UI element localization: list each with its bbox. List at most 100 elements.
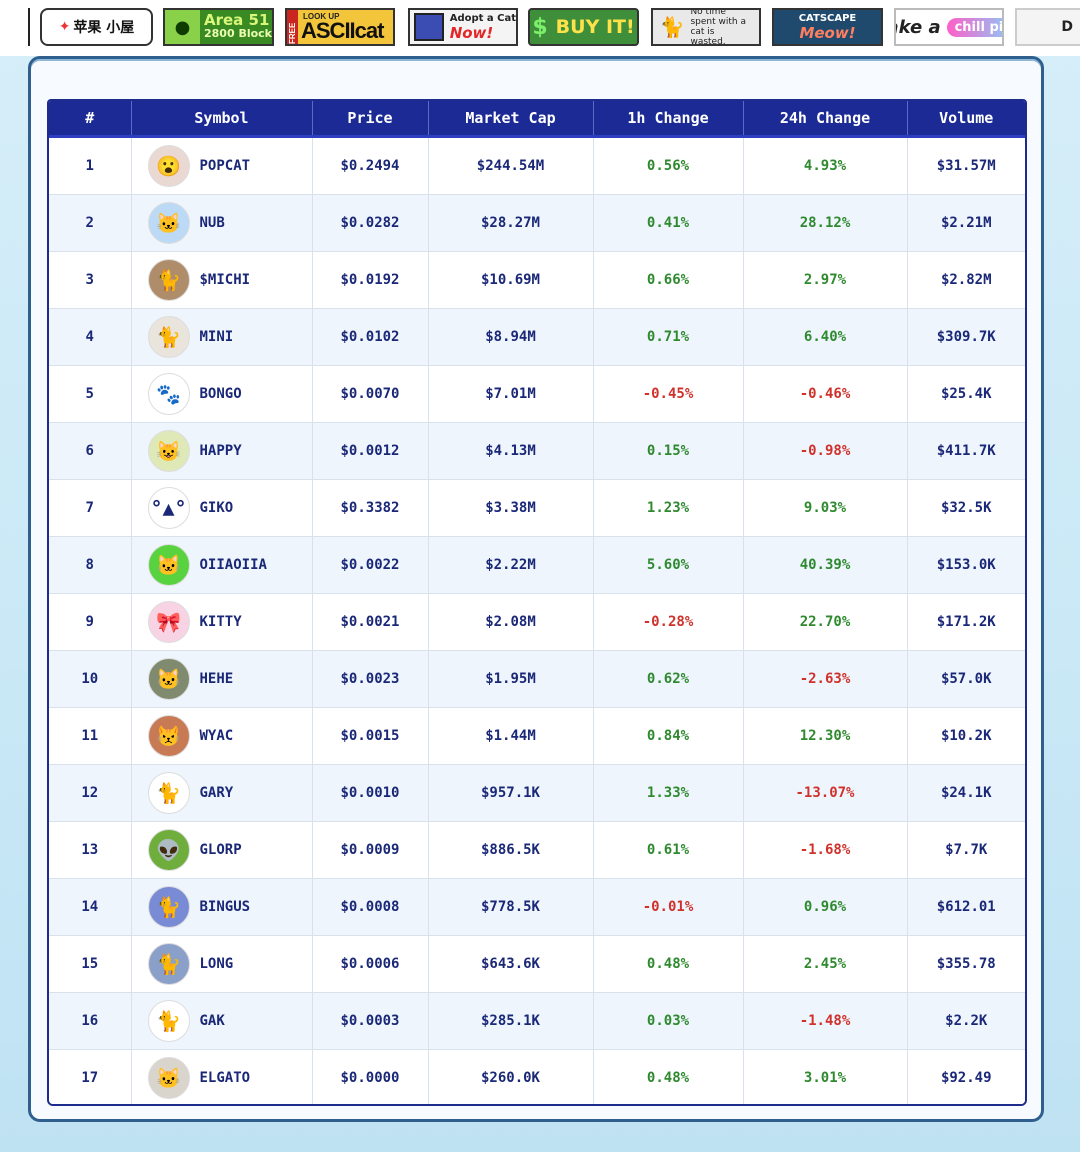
- table-row[interactable]: 7 °▲° GIKO $0.3382 $3.38M 1.23% 9.03% $32.5K: [49, 479, 1025, 537]
- banner-buy-it-text: BUY IT!: [555, 16, 635, 38]
- symbol-cell[interactable]: 🎀 KITTY: [131, 593, 313, 651]
- symbol-cell[interactable]: 🐈 GARY: [131, 764, 313, 822]
- banner-catscape-text: CATSCAPE: [798, 12, 857, 24]
- symbol-cell[interactable]: °▲° GIKO: [131, 479, 313, 537]
- change-1h-cell: 5.60%: [593, 536, 744, 594]
- change-1h-cell: 0.41%: [593, 194, 744, 252]
- gary-icon: 🐈: [147, 772, 190, 814]
- change-24h-cell: 9.03%: [743, 479, 908, 537]
- banner-buy-it[interactable]: $ BUY IT!: [528, 8, 639, 46]
- change-24h-cell: 6.40%: [743, 308, 908, 366]
- banner-chill-pill-text: take a: [896, 16, 941, 38]
- banner-ringo-koya-text: 苹果 小屋: [73, 20, 135, 36]
- symbol-cell[interactable]: 🐈 $MICHI: [131, 251, 313, 309]
- header-24h-change[interactable]: 24h Change: [743, 101, 908, 138]
- banner-ringo-koya[interactable]: ✦ 苹果 小屋: [40, 8, 153, 46]
- volume-cell: $31.57M: [907, 136, 1025, 195]
- change-1h-cell: -0.28%: [593, 593, 744, 651]
- glorp-icon: 👽: [147, 829, 190, 871]
- change-1h-cell: -0.45%: [593, 365, 744, 423]
- volume-cell: $2.82M: [907, 251, 1025, 309]
- banner-adopt-cat-text: Adopt a Cat: [449, 12, 516, 24]
- symbol-label: BONGO: [199, 386, 242, 402]
- table-row[interactable]: 9 🎀 KITTY $0.0021 $2.08M -0.28% 22.70% $171.2K: [49, 593, 1025, 651]
- table-row[interactable]: 1 😮 POPCAT $0.2494 $244.54M 0.56% 4.93% $31.57M: [49, 136, 1025, 195]
- volume-cell: $355.78: [907, 935, 1025, 993]
- volume-cell: $612.01: [907, 878, 1025, 936]
- symbol-label: HAPPY: [199, 443, 242, 459]
- banner-area51[interactable]: ● Area 51 2800 Block: [163, 8, 274, 46]
- price-cell: $0.0102: [312, 308, 429, 366]
- banner-no-time[interactable]: 🐈 No time spent with a cat is wasted.: [651, 8, 761, 46]
- symbol-cell[interactable]: 🐈 BINGUS: [131, 878, 313, 936]
- rank-cell: 6: [49, 422, 132, 480]
- symbol-cell[interactable]: 🐱 HEHE: [131, 650, 313, 708]
- banner-catscape[interactable]: CATSCAPE Meow!: [772, 8, 883, 46]
- symbol-cell[interactable]: 🐱 OIIAOIIA: [131, 536, 313, 594]
- price-cell: $0.2494: [312, 136, 429, 195]
- symbol-label: GLORP: [199, 842, 242, 858]
- table-row[interactable]: 16 🐈 GAK $0.0003 $285.1K 0.03% -1.48% $2.2K: [49, 992, 1025, 1050]
- market-cap-cell: $886.5K: [428, 821, 594, 879]
- header-symbol[interactable]: Symbol: [131, 101, 313, 138]
- rank-cell: 11: [49, 707, 132, 765]
- header-rank[interactable]: #: [49, 101, 132, 138]
- market-cap-cell: $260.0K: [428, 1049, 594, 1104]
- banner-adopt-cat[interactable]: Adopt a Cat Now!: [408, 8, 518, 46]
- table-row[interactable]: 3 🐈 $MICHI $0.0192 $10.69M 0.66% 2.97% $2.82M: [49, 251, 1025, 309]
- rank-cell: 16: [49, 992, 132, 1050]
- table-row[interactable]: 12 🐈 GARY $0.0010 $957.1K 1.33% -13.07% $24.1K: [49, 764, 1025, 822]
- price-cell: $0.0070: [312, 365, 429, 423]
- symbol-cell[interactable]: 🐈 LONG: [131, 935, 313, 993]
- table-row[interactable]: 6 😺 HAPPY $0.0012 $4.13M 0.15% -0.98% $411.7K: [49, 422, 1025, 480]
- table-row[interactable]: 14 🐈 BINGUS $0.0008 $778.5K -0.01% 0.96% $612.0…: [49, 878, 1025, 936]
- table-row[interactable]: 11 😾 WYAC $0.0015 $1.44M 0.84% 12.30% $10.2K: [49, 707, 1025, 765]
- price-cell: $0.0010: [312, 764, 429, 822]
- table-row[interactable]: 17 🐱 ELGATO $0.0000 $260.0K 0.48% 3.01% $92.49: [49, 1049, 1025, 1104]
- table-row[interactable]: 10 🐱 HEHE $0.0023 $1.95M 0.62% -2.63% $57.0K: [49, 650, 1025, 708]
- symbol-cell[interactable]: 👽 GLORP: [131, 821, 313, 879]
- token-table-wrapper: # Symbol Price Market Cap 1h Change 24h …: [47, 99, 1027, 1106]
- change-1h-cell: 0.61%: [593, 821, 744, 879]
- volume-cell: $25.4K: [907, 365, 1025, 423]
- symbol-cell[interactable]: 🐾 BONGO: [131, 365, 313, 423]
- symbol-cell[interactable]: 😮 POPCAT: [131, 136, 313, 195]
- rank-cell: 5: [49, 365, 132, 423]
- banner-asciicat[interactable]: FREE LOOK UP ASCIIcat: [285, 8, 395, 46]
- rank-cell: 1: [49, 136, 132, 195]
- header-price[interactable]: Price: [312, 101, 429, 138]
- change-24h-cell: -1.68%: [743, 821, 908, 879]
- change-24h-cell: 2.97%: [743, 251, 908, 309]
- header-1h-change[interactable]: 1h Change: [593, 101, 744, 138]
- symbol-label: NUB: [199, 215, 225, 231]
- change-1h-cell: 1.23%: [593, 479, 744, 537]
- table-row[interactable]: 4 🐈 MINI $0.0102 $8.94M 0.71% 6.40% $309.7K: [49, 308, 1025, 366]
- symbol-cell[interactable]: 😺 HAPPY: [131, 422, 313, 480]
- symbol-cell[interactable]: 🐈 GAK: [131, 992, 313, 1050]
- rank-cell: 12: [49, 764, 132, 822]
- banner-chill-pill-pill: chill pill: [946, 17, 1002, 37]
- symbol-cell[interactable]: 🐱 ELGATO: [131, 1049, 313, 1104]
- banner-cut-off[interactable]: D: [1015, 8, 1080, 46]
- banner-asciicat-top: LOOK UP: [303, 12, 340, 21]
- change-24h-cell: -0.98%: [743, 422, 908, 480]
- table-row[interactable]: 2 🐱 NUB $0.0282 $28.27M 0.41% 28.12% $2.21M: [49, 194, 1025, 252]
- price-cell: $0.0009: [312, 821, 429, 879]
- market-cap-cell: $285.1K: [428, 992, 594, 1050]
- table-row[interactable]: 15 🐈 LONG $0.0006 $643.6K 0.48% 2.45% $355.78: [49, 935, 1025, 993]
- header-volume[interactable]: Volume: [907, 101, 1025, 138]
- symbol-cell[interactable]: 🐈 MINI: [131, 308, 313, 366]
- volume-cell: $57.0K: [907, 650, 1025, 708]
- banner-chill-pill[interactable]: take a chill pill: [894, 8, 1004, 46]
- rank-cell: 14: [49, 878, 132, 936]
- symbol-cell[interactable]: 🐱 NUB: [131, 194, 313, 252]
- kitty-icon: 🎀: [147, 601, 190, 643]
- price-cell: $0.0000: [312, 1049, 429, 1104]
- symbol-label: ELGATO: [199, 1070, 251, 1086]
- mini-icon: 🐈: [147, 316, 190, 358]
- symbol-cell[interactable]: 😾 WYAC: [131, 707, 313, 765]
- table-row[interactable]: 5 🐾 BONGO $0.0070 $7.01M -0.45% -0.46% $25.4K: [49, 365, 1025, 423]
- header-market-cap[interactable]: Market Cap: [428, 101, 594, 138]
- table-row[interactable]: 8 🐱 OIIAOIIA $0.0022 $2.22M 5.60% 40.39% $153.0…: [49, 536, 1025, 594]
- table-row[interactable]: 13 👽 GLORP $0.0009 $886.5K 0.61% -1.68% $7.7K: [49, 821, 1025, 879]
